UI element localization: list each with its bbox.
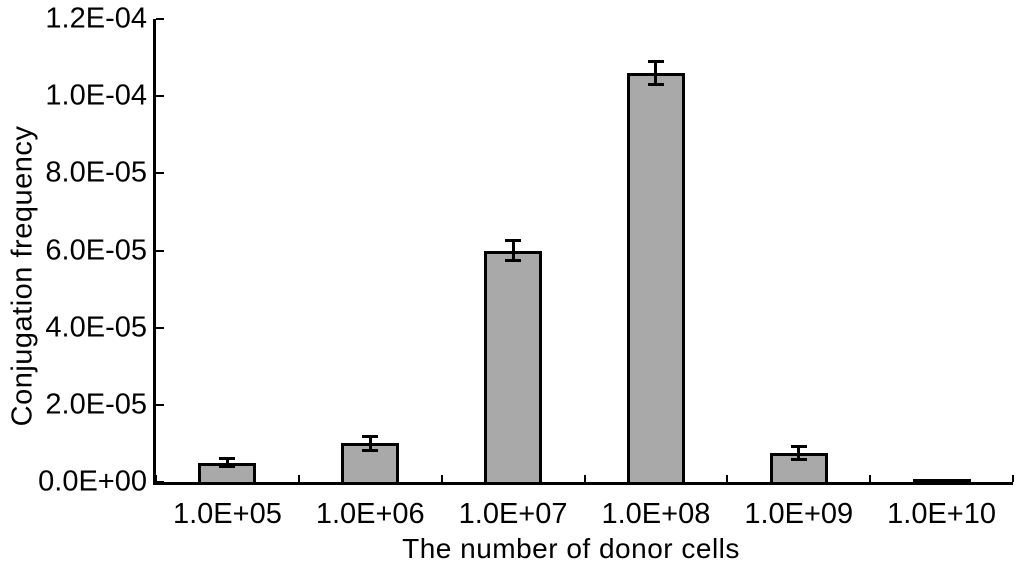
x-tick-label: 1.0E+05: [172, 498, 282, 530]
x-tick-label: 1.0E+06: [315, 498, 425, 530]
x-tick-mark: [155, 475, 157, 482]
error-bar-line: [225, 458, 229, 467]
error-bar-line: [511, 240, 515, 261]
x-tick-label: 1.0E+08: [601, 498, 711, 530]
y-tick-mark: [156, 249, 164, 252]
error-bar-line: [654, 61, 658, 85]
error-bar-cap-top: [219, 457, 236, 461]
x-tick-mark: [1012, 475, 1014, 482]
x-tick-mark: [583, 475, 586, 482]
plot-area: 0.0E+00 2.0E-05 4.0E-05 6.0E-05 8.0E-05 1.0E-…: [38, 4, 1014, 529]
error-bar-line: [368, 436, 372, 451]
y-tick-label: 8.0E-05: [45, 156, 147, 189]
y-tick-mark: [156, 481, 164, 483]
y-tick-label: 2.0E-05: [45, 388, 147, 421]
y-tick-mark: [156, 95, 164, 98]
error-bar-cap-bottom: [647, 83, 664, 87]
x-tick-mark: [726, 475, 729, 482]
bar: [484, 250, 543, 482]
x-tick-label: 1.0E+09: [744, 498, 854, 530]
y-tick-label: 0.0E+00: [38, 465, 147, 498]
error-bar-cap-bottom: [362, 448, 379, 452]
error-bar-cap-top: [647, 59, 664, 63]
error-bar-line: [797, 446, 801, 460]
x-tick-mark: [297, 475, 300, 482]
bar: [626, 73, 685, 482]
x-tick-mark: [869, 475, 872, 482]
error-bar-cap-top: [362, 434, 379, 438]
y-tick-label: 6.0E-05: [45, 234, 147, 266]
y-axis-title: Conjugation frequency: [6, 125, 39, 427]
error-bar-cap-bottom: [790, 457, 807, 461]
y-tick-label: 1.0E-04: [45, 79, 147, 112]
x-tick-mark: [440, 475, 443, 482]
error-bar-cap-top: [790, 445, 807, 449]
y-tick-label: 4.0E-05: [45, 311, 147, 344]
error-bar-cap-top: [505, 239, 522, 243]
x-axis-title: The number of donor cells: [402, 533, 740, 564]
y-tick-mark: [156, 172, 164, 175]
y-tick-label: 1.2E-04: [45, 2, 147, 35]
y-tick-mark: [156, 18, 164, 20]
y-tick-mark: [156, 403, 164, 406]
bar: [912, 479, 971, 482]
y-tick-mark: [156, 326, 164, 329]
x-tick-label: 1.0E+07: [458, 498, 568, 530]
error-bar-cap-bottom: [219, 465, 236, 469]
error-bar-cap-bottom: [505, 258, 522, 262]
x-tick-label: 1.0E+10: [887, 498, 997, 530]
